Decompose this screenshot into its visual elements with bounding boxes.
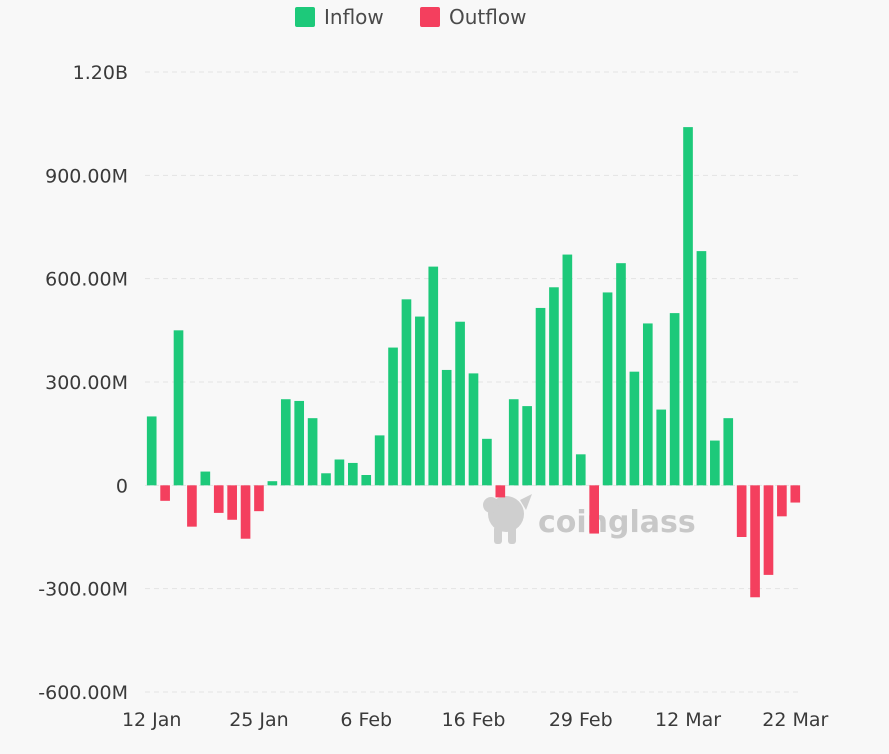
x-tick-label: 16 Feb	[442, 709, 506, 731]
inflow-bar[interactable]	[669, 313, 680, 486]
inflow-bar[interactable]	[267, 481, 278, 486]
outflow-bar[interactable]	[240, 485, 251, 539]
outflow-bar[interactable]	[763, 485, 774, 575]
inflow-bar[interactable]	[388, 347, 398, 486]
x-tick-label: 12 Jan	[122, 709, 182, 731]
outflow-bar[interactable]	[777, 485, 787, 517]
inflow-bar[interactable]	[307, 418, 318, 486]
watermark: coinglass	[483, 494, 696, 544]
inflow-bar[interactable]	[642, 323, 653, 486]
y-tick-label: 600.00M	[45, 269, 128, 291]
y-tick-label: 900.00M	[45, 165, 128, 187]
inflow-bar[interactable]	[629, 371, 640, 486]
inflow-bar[interactable]	[656, 409, 667, 486]
legend-label-inflow[interactable]: Inflow	[324, 5, 384, 29]
y-tick-label: -300.00M	[38, 579, 128, 601]
outflow-bar[interactable]	[589, 485, 599, 534]
inflow-bar[interactable]	[482, 438, 492, 486]
outflow-bar[interactable]	[160, 485, 170, 501]
bars	[146, 127, 801, 598]
y-tick-label: 300.00M	[45, 372, 128, 394]
inflow-bar[interactable]	[334, 459, 345, 486]
inflow-bar[interactable]	[468, 373, 479, 486]
inflow-bar[interactable]	[710, 440, 720, 486]
outflow-bar[interactable]	[790, 485, 801, 503]
y-tick-label: 0	[116, 475, 128, 497]
legend: Inflow Outflow	[295, 5, 526, 29]
inflow-bar[interactable]	[455, 321, 465, 486]
inflow-bar[interactable]	[683, 127, 693, 486]
inflow-bar[interactable]	[696, 251, 707, 486]
outflow-bar[interactable]	[750, 485, 760, 598]
inflow-bar[interactable]	[173, 330, 184, 486]
x-tick-label: 29 Feb	[549, 709, 613, 731]
outflow-bar[interactable]	[736, 485, 747, 537]
outflow-bar[interactable]	[495, 485, 506, 498]
inflow-bar[interactable]	[146, 416, 157, 486]
outflow-bar[interactable]	[213, 485, 224, 513]
x-tick-label: 22 Mar	[762, 709, 828, 731]
outflow-bar[interactable]	[187, 485, 197, 527]
inflow-bar[interactable]	[535, 307, 546, 486]
inflow-bar[interactable]	[441, 369, 452, 486]
x-tick-label: 6 Feb	[340, 709, 392, 731]
inflow-bar[interactable]	[522, 406, 532, 486]
inflow-bar[interactable]	[616, 263, 626, 486]
y-axis: 1.20B 900.00M 600.00M 300.00M 0 -300.00M -600.…	[38, 62, 128, 704]
outflow-bar[interactable]	[227, 485, 237, 520]
inflow-bar[interactable]	[294, 400, 305, 486]
inflow-bar[interactable]	[321, 473, 331, 486]
inflow-bar[interactable]	[415, 316, 425, 486]
inflow-bar[interactable]	[428, 266, 439, 486]
inflow-bar[interactable]	[508, 399, 519, 486]
legend-swatch-inflow[interactable]	[295, 7, 315, 27]
inflow-bar[interactable]	[723, 418, 734, 486]
legend-swatch-outflow[interactable]	[420, 7, 440, 27]
x-tick-label: 12 Mar	[655, 709, 721, 731]
inflow-bar[interactable]	[549, 287, 559, 486]
coinglass-logo-icon	[483, 494, 532, 544]
inflow-bar[interactable]	[374, 435, 385, 486]
y-tick-label: 1.20B	[73, 62, 128, 84]
outflow-bar[interactable]	[254, 485, 264, 512]
inflow-bar[interactable]	[348, 462, 358, 486]
x-tick-label: 25 Jan	[229, 709, 289, 731]
inflow-bar[interactable]	[200, 471, 211, 486]
y-tick-label: -600.00M	[38, 682, 128, 704]
inflow-bar[interactable]	[401, 299, 412, 486]
inflow-bar[interactable]	[361, 475, 372, 486]
inflow-bar[interactable]	[280, 399, 291, 486]
watermark-text: coinglass	[538, 505, 696, 540]
inflow-bar[interactable]	[562, 254, 573, 486]
inflow-bar[interactable]	[602, 292, 613, 486]
inflow-bar[interactable]	[575, 454, 586, 486]
legend-label-outflow[interactable]: Outflow	[449, 5, 526, 29]
x-axis: 12 Jan 25 Jan 6 Feb 16 Feb 29 Feb 12 Mar 22 Ma…	[122, 709, 829, 731]
